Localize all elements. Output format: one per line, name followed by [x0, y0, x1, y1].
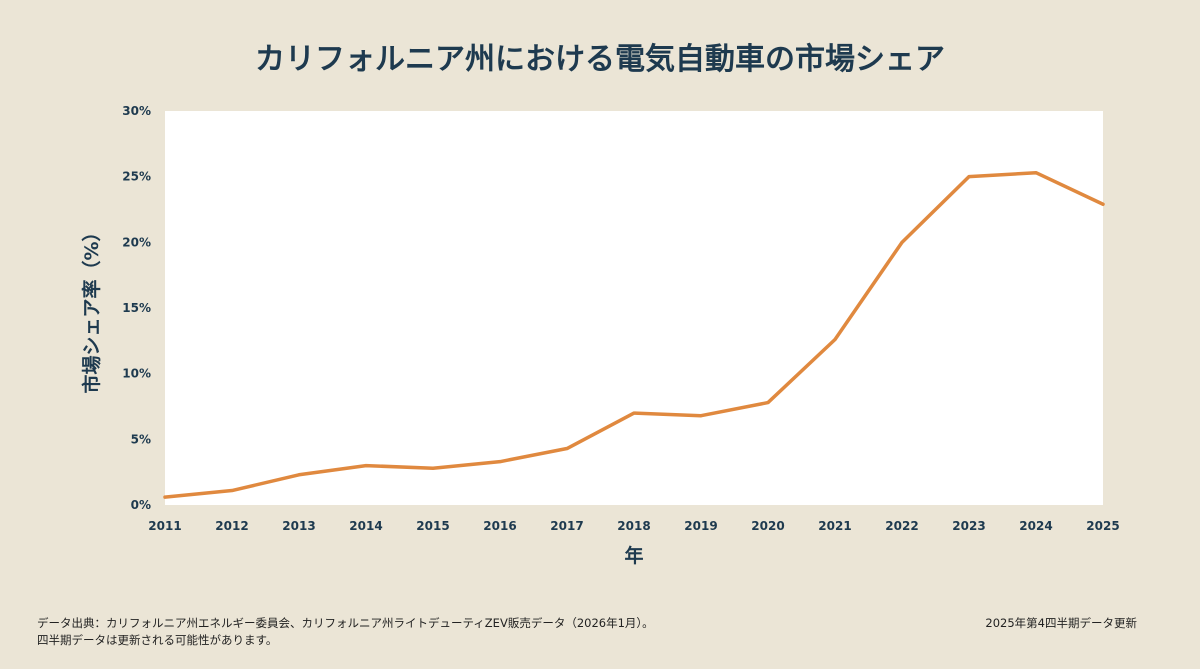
data-point: [632, 411, 636, 415]
x-tick-label: 2022: [885, 519, 918, 533]
x-tick-label: 2015: [416, 519, 449, 533]
data-point: [967, 175, 971, 179]
x-tick-label: 2012: [215, 519, 248, 533]
data-point: [766, 401, 770, 405]
data-point: [833, 338, 837, 342]
y-tick-label: 20%: [122, 235, 151, 249]
data-point: [163, 495, 167, 499]
x-tick-label: 2025: [1086, 519, 1119, 533]
x-tick-label: 2023: [952, 519, 985, 533]
y-axis-label: 市場シェア率（%）: [80, 222, 103, 393]
y-tick-label: 5%: [131, 432, 151, 446]
data-point: [699, 414, 703, 418]
chart-title: カリフォルニア州における電気自動車の市場シェア: [255, 42, 945, 77]
line-chart: 0% 5% 10% 15% 20% 25% 30% 2011 2012 2013 2014 2015…: [80, 104, 1120, 567]
x-tick-label: 2011: [148, 519, 181, 533]
x-tick-label: 2021: [818, 519, 851, 533]
data-point: [565, 447, 569, 451]
data-point: [900, 240, 904, 244]
data-point: [1101, 202, 1105, 206]
data-point: [1034, 171, 1038, 175]
update-note: 2025年第4四半期データ更新: [985, 616, 1137, 630]
x-tick-label: 2013: [282, 519, 315, 533]
x-tick-label: 2024: [1019, 519, 1052, 533]
x-tick-label: 2019: [684, 519, 717, 533]
x-tick-label: 2018: [617, 519, 650, 533]
x-tick-label: 2020: [751, 519, 784, 533]
y-tick-label: 15%: [122, 301, 151, 315]
data-point: [297, 473, 301, 477]
source-line-1: データ出典：カリフォルニア州エネルギー委員会、カリフォルニア州ライトデューティZ…: [37, 616, 654, 630]
x-tick-label: 2016: [483, 519, 516, 533]
y-tick-label: 10%: [122, 367, 151, 381]
data-point: [431, 466, 435, 470]
source-note: データ出典：カリフォルニア州エネルギー委員会、カリフォルニア州ライトデューティZ…: [37, 615, 654, 649]
data-point: [230, 489, 234, 493]
plot-area: [165, 111, 1103, 505]
y-tick-label: 25%: [122, 170, 151, 184]
y-tick-label: 0%: [131, 498, 151, 512]
data-point: [498, 460, 502, 464]
data-point: [364, 464, 368, 468]
source-line-2: 四半期データは更新される可能性があります。: [37, 633, 278, 647]
x-tick-label: 2017: [550, 519, 583, 533]
x-tick-label: 2014: [349, 519, 382, 533]
y-tick-label: 30%: [122, 104, 151, 118]
x-axis-label: 年: [624, 544, 643, 567]
